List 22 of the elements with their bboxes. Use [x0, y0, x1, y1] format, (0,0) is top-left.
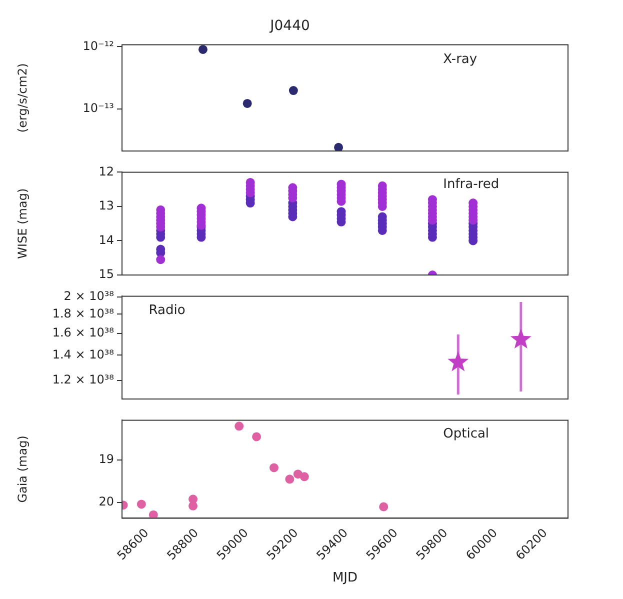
y-tick-label: 19	[98, 452, 114, 466]
y-tick-label: 10⁻¹³	[82, 100, 114, 115]
annotation: Optical	[443, 426, 490, 442]
y-tick-label: 12	[98, 164, 114, 178]
annotation: Radio	[148, 302, 186, 318]
y-axis-title: (erg/s/cm2)	[15, 63, 30, 133]
y-tick-label: 13	[98, 198, 114, 213]
y-axis-title: Gaia (mag)	[15, 436, 30, 503]
annotation: Infra-red	[443, 176, 500, 192]
y-tick-label: 2 × 10³⁸	[64, 289, 114, 304]
y-tick-label: 14	[98, 232, 114, 247]
y-tick-label: 15	[98, 267, 114, 282]
y-tick-label: 20	[98, 494, 114, 509]
y-tick-label: 1.6 × 10³⁸	[52, 326, 114, 340]
y-tick-label: 1.2 × 10³⁸	[52, 372, 114, 386]
y-tick-label: 1.4 × 10³⁸	[52, 347, 114, 362]
y-tick-label: 1.8 × 10³⁸	[52, 306, 114, 320]
chart-title: J0440	[269, 18, 310, 34]
y-axis-title: WISE (mag)	[15, 188, 30, 259]
annotation: X-ray	[443, 52, 478, 68]
y-tick-label: 10⁻¹²	[82, 38, 114, 53]
x-axis-title: MJD	[332, 570, 358, 586]
